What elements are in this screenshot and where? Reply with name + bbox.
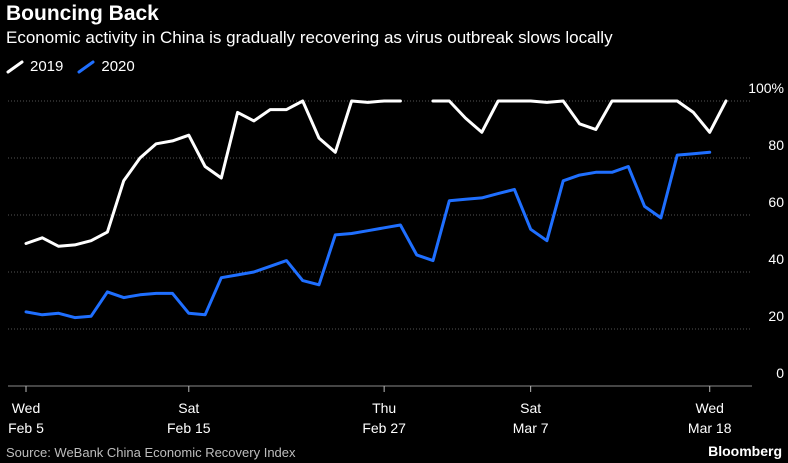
x-tick-label-day: Sat [520,400,541,416]
chart-title: Bouncing Back [6,2,159,25]
chart-subtitle: Economic activity in China is gradually … [6,28,613,47]
series-line-2019-seg0 [24,99,402,248]
y-tick-label-40: 40 [768,251,784,267]
x-tick-label-date: Mar 7 [513,420,549,436]
y-tick-label-0: 0 [776,365,784,381]
x-tick-label-day: Wed [695,400,724,416]
x-tick-label-date: Feb 27 [362,420,406,436]
legend-item-2020: 2020 [77,58,135,75]
x-tick-label-day: Thu [372,400,396,416]
x-tick-label-day: Sat [178,400,199,416]
legend-swatch-2019 [6,60,24,73]
y-tick-label-100: 100% [748,80,784,96]
x-tick-label-date: Feb 15 [167,420,211,436]
y-tick-label-80: 80 [768,137,784,153]
series-line-2019-seg1 [431,99,728,134]
series-line-2020 [24,150,712,320]
legend-label-2019: 2019 [30,58,64,75]
x-tick-label-day: Wed [12,400,41,416]
y-tick-label-60: 60 [768,194,784,210]
y-tick-label-20: 20 [768,308,784,324]
brand-logo: Bloomberg [708,443,782,459]
legend-item-2019: 2019 [6,58,63,75]
legend-swatch-2020 [77,60,95,73]
source-note: Source: WeBank China Economic Recovery I… [6,445,296,460]
x-tick-label-date: Feb 5 [8,420,44,436]
legend: 2019 2020 [6,58,149,75]
legend-label-2020: 2020 [101,58,135,75]
x-tick-label-date: Mar 18 [688,420,732,436]
